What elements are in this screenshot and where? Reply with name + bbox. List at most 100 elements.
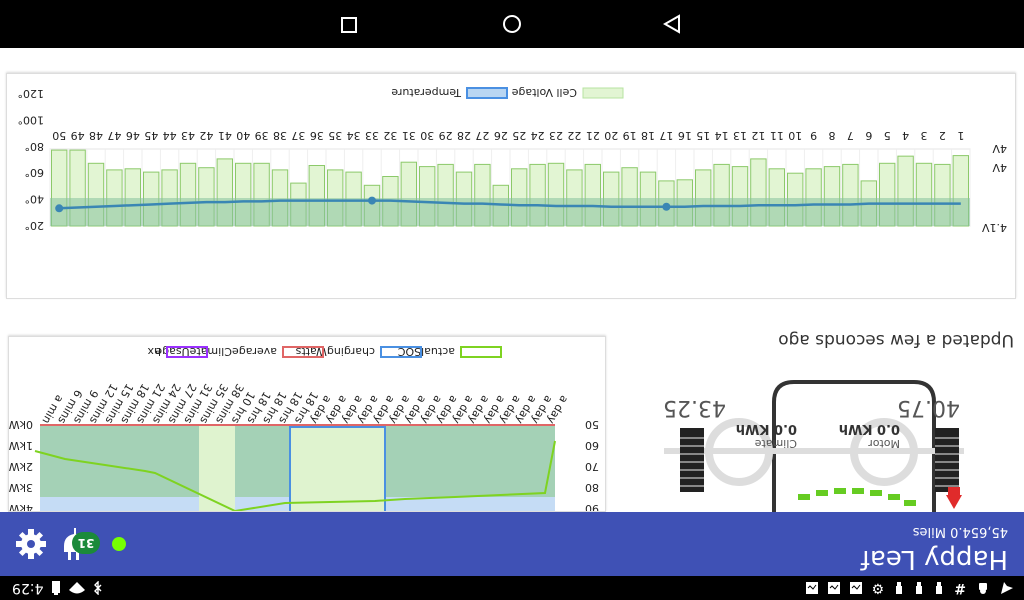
x-tick-label: 45	[144, 129, 158, 142]
back-button[interactable]	[662, 14, 682, 34]
x-tick-label: 10	[788, 129, 802, 142]
y-left-tick: 2kWh	[9, 460, 33, 473]
tire-front-left	[935, 428, 959, 492]
y-right-tick: 90	[585, 502, 599, 511]
y-right-tick: 20°	[25, 219, 45, 232]
test-tube-icon	[936, 582, 943, 594]
legend-swatch	[380, 346, 422, 358]
charging-window	[290, 425, 385, 511]
x-tick-label: 44	[163, 129, 177, 142]
x-tick-label: 46	[126, 129, 140, 142]
x-tick-label: 1	[957, 129, 964, 142]
charging-window	[199, 425, 235, 511]
x-tick-label: 29	[439, 129, 453, 142]
x-tick-label: 32	[383, 129, 397, 142]
climate-label: Climate	[754, 437, 797, 450]
x-tick-label: 37	[291, 129, 305, 142]
y-right-tick: 80°	[25, 140, 45, 153]
battery-gauge-segments	[798, 488, 916, 506]
y-left-tick: 0kWh	[9, 418, 33, 431]
x-tick-label: 12	[751, 129, 765, 142]
legend-label: averageClimateUsage	[155, 345, 277, 358]
battery-icon	[52, 581, 61, 595]
telegram-icon	[1001, 582, 1013, 594]
y-left-tick: 4kWh	[9, 502, 33, 511]
temperature-point	[662, 202, 671, 211]
x-tick-label: 9	[810, 129, 817, 142]
x-tick-label: 13	[733, 129, 747, 142]
climate-kwh: 0.0 KWh	[735, 421, 797, 436]
legend-swatch	[166, 346, 208, 358]
cell-voltage-chart-svg: 1234567891011121314151617181920212223242…	[18, 86, 1008, 234]
robot-icon	[946, 487, 962, 509]
x-tick-label: 17	[659, 129, 673, 142]
app-bar-actions: 31	[14, 526, 126, 562]
legend-swatch	[282, 346, 324, 358]
odometer: 45,654.0 Miles	[912, 524, 1008, 539]
x-tick-label: 8	[829, 129, 836, 142]
y-left-tick: 1kWh	[9, 439, 33, 452]
y-right-tick: 70	[585, 460, 599, 473]
x-tick-label: 27	[475, 129, 489, 142]
tire-pressure-front-right: 43.25	[663, 395, 726, 420]
home-button[interactable]	[502, 14, 522, 34]
updated-timestamp: Updated a few seconds ago	[778, 330, 1014, 350]
legend-swatch	[582, 87, 624, 99]
y-right-tick: 60	[585, 439, 599, 452]
y-left-tick: 4.1V	[982, 221, 1007, 234]
x-tick-label: 6	[865, 129, 872, 142]
y-right-tick: 60°	[25, 166, 45, 179]
x-tick-label: 26	[494, 129, 508, 142]
charging-count-badge: 31	[72, 532, 100, 554]
charging-watts-line	[289, 426, 386, 511]
wifi-icon	[69, 582, 86, 594]
x-tick-label: 22	[567, 129, 581, 142]
legend-swatch	[466, 87, 508, 99]
test-tube-icon	[916, 582, 923, 594]
x-tick-label: 21	[586, 129, 600, 142]
image-icon	[827, 582, 840, 594]
x-tick-label: 41	[218, 129, 232, 142]
motor-kwh: 0.0 KWh	[838, 421, 900, 436]
x-tick-label: 2	[939, 129, 946, 142]
actual-soc-line	[34, 440, 556, 513]
x-tick-label: 5	[884, 129, 891, 142]
image-icon	[849, 582, 862, 594]
x-tick-label: 48	[89, 129, 103, 142]
test-tube-icon	[896, 582, 903, 594]
legend-label: actualSOC	[397, 345, 455, 358]
x-tick-label: 18	[641, 129, 655, 142]
legend-label: Temperature	[391, 86, 462, 99]
y-right-tick: 40°	[25, 193, 45, 206]
x-tick-label: 38	[273, 129, 287, 142]
gear-icon[interactable]	[14, 527, 48, 561]
x-tick-label: 28	[457, 129, 471, 142]
y-left-tick: 3kWh	[9, 481, 33, 494]
y-left-tick: 4V	[992, 142, 1007, 155]
recents-button[interactable]	[340, 16, 358, 34]
y-left-tick: 4V	[992, 161, 1007, 174]
tire-pressure-front-left: 40.75	[897, 395, 960, 420]
x-tick-label: 7	[847, 129, 854, 142]
cell-voltage-chart: 1 2 3 4 5 6 7 8 9 10 11 12 13 14 15 16 17 18 19 20 21 22 23 24 2…	[6, 73, 1016, 299]
x-tick-label: 11	[770, 129, 784, 142]
notification-icons: # ⚙	[805, 576, 1014, 600]
x-tick-label: 25	[512, 129, 526, 142]
x-tick-label: 15	[696, 129, 710, 142]
x-tick-label: 3	[921, 129, 928, 142]
temperature-point	[55, 204, 64, 213]
car-status-panel: 40.75 43.25 0.0 KWh Motor 0.0 KWh Climat…	[604, 302, 1024, 512]
car-diagram	[664, 380, 964, 512]
energy-chart: a day a day a day a day a day a day a day a day…	[2, 336, 606, 515]
charging-button[interactable]: 31	[60, 526, 100, 562]
x-tick-label: 47	[107, 129, 121, 142]
legend-label: Cell Voltage	[511, 86, 577, 99]
gear-icon: ⚙	[871, 580, 885, 596]
y-right-tick: 100°	[18, 113, 45, 126]
app-bar: Happy Leaf 45,654.0 Miles 31	[0, 512, 1024, 576]
system-status: 4:29	[12, 576, 103, 600]
x-tick-label: 30	[420, 129, 434, 142]
x-tick-label: 23	[549, 129, 563, 142]
x-tick-label: 49	[71, 129, 85, 142]
y-right-tick: 80	[585, 481, 599, 494]
